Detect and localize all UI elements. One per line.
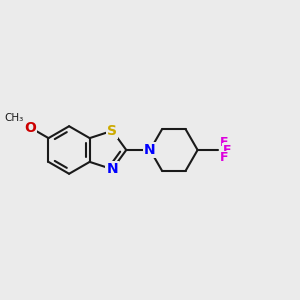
Text: N: N <box>106 162 118 176</box>
Text: S: S <box>107 124 117 138</box>
Text: F: F <box>220 152 228 164</box>
Text: CH₃: CH₃ <box>5 113 24 123</box>
Text: F: F <box>220 136 228 148</box>
Text: O: O <box>24 121 36 135</box>
Text: F: F <box>222 143 231 157</box>
Text: N: N <box>144 143 156 157</box>
